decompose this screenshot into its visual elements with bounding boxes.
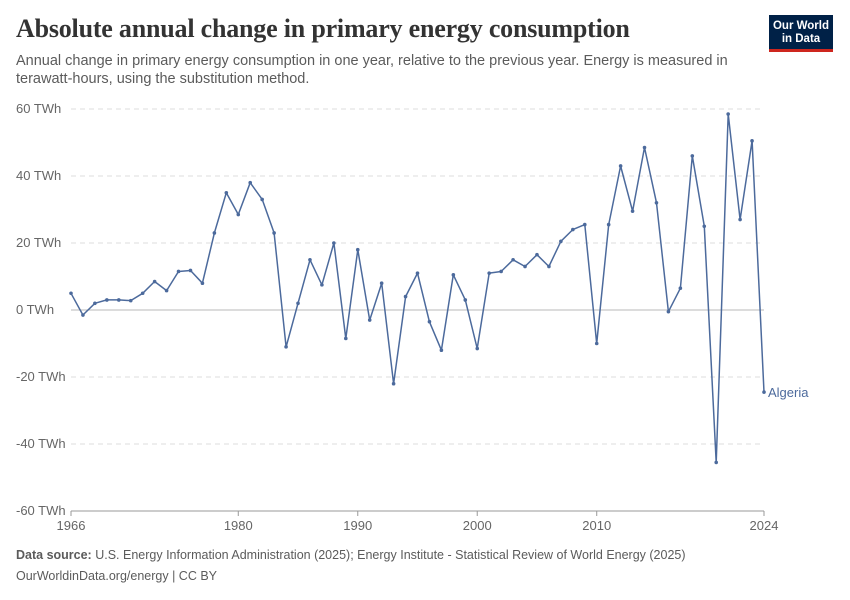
data-point[interactable] — [654, 201, 659, 205]
data-point[interactable] — [176, 269, 181, 274]
data-point[interactable] — [140, 291, 145, 296]
data-point[interactable] — [296, 301, 300, 306]
data-point[interactable] — [152, 279, 157, 284]
y-tick-label: 20 TWh — [16, 235, 61, 250]
data-source: Data source: U.S. Energy Information Adm… — [16, 548, 686, 562]
data-point[interactable] — [511, 257, 515, 262]
y-tick-label: 40 TWh — [16, 168, 61, 183]
data-point[interactable] — [726, 112, 730, 116]
data-point[interactable] — [69, 291, 73, 296]
data-point[interactable] — [212, 231, 217, 235]
y-tick-label: -20 TWh — [16, 369, 66, 384]
data-point[interactable] — [320, 283, 324, 287]
x-tick-label: 1966 — [57, 518, 86, 533]
data-point[interactable] — [188, 268, 193, 273]
series-layer: Algeria — [69, 112, 809, 465]
data-point[interactable] — [367, 318, 372, 322]
data-point[interactable] — [487, 271, 491, 275]
data-point[interactable] — [332, 241, 336, 245]
data-point[interactable] — [200, 281, 205, 286]
data-point[interactable] — [690, 154, 695, 158]
x-tick-label: 2024 — [750, 518, 779, 533]
data-point[interactable] — [630, 209, 635, 213]
data-source-text: U.S. Energy Information Administration (… — [95, 548, 686, 562]
data-point[interactable] — [344, 336, 348, 341]
data-point[interactable] — [463, 298, 468, 302]
data-point[interactable] — [427, 319, 432, 324]
logo-line-1: Our World — [772, 20, 829, 32]
data-point[interactable] — [535, 252, 539, 257]
data-point[interactable] — [391, 381, 396, 386]
x-tick-label: 1990 — [343, 518, 372, 533]
y-axis-tick-labels: -60 TWh -40 TWh -20 TWh 0 TWh 20 TWh 40 TWh 60… — [16, 101, 66, 518]
data-point[interactable] — [762, 390, 766, 394]
data-point[interactable] — [415, 271, 420, 275]
data-point[interactable] — [750, 139, 754, 143]
series-label[interactable]: Algeria — [768, 385, 809, 400]
y-tick-label: -40 TWh — [16, 436, 66, 451]
y-tick-label: 0 TWh — [16, 302, 54, 317]
data-point[interactable] — [379, 281, 384, 286]
data-point[interactable] — [714, 460, 719, 465]
data-point[interactable] — [308, 257, 312, 262]
data-point[interactable] — [164, 288, 169, 293]
data-point[interactable] — [355, 247, 360, 252]
y-tick-label: 60 TWh — [16, 101, 61, 116]
data-point[interactable] — [642, 145, 647, 150]
logo-line-2: in Data — [781, 32, 821, 45]
x-tick-label: 2000 — [463, 518, 492, 533]
y-tick-label: -60 TWh — [16, 503, 66, 518]
data-point[interactable] — [571, 227, 575, 232]
data-point[interactable] — [559, 239, 563, 244]
data-point[interactable] — [105, 298, 109, 302]
footer-url[interactable]: OurWorldinData.org/energy | CC BY — [16, 569, 218, 583]
data-point[interactable] — [666, 309, 671, 314]
data-point[interactable] — [272, 231, 276, 235]
data-point[interactable] — [738, 217, 742, 222]
chart-title: Absolute annual change in primary energy… — [16, 14, 630, 43]
data-point[interactable] — [547, 264, 551, 269]
gridlines — [71, 108, 764, 445]
data-point[interactable] — [475, 346, 480, 351]
data-point[interactable] — [248, 180, 253, 185]
data-point[interactable] — [93, 301, 97, 306]
chart-subtitle: Annual change in primary energy consumpt… — [16, 53, 728, 87]
owid-logo[interactable]: Our World in Data — [769, 15, 833, 52]
data-point[interactable] — [606, 222, 611, 227]
x-tick-label: 1980 — [224, 518, 253, 533]
data-point[interactable] — [260, 197, 264, 202]
x-tick-label: 2010 — [582, 518, 611, 533]
data-point[interactable] — [582, 222, 587, 227]
data-point[interactable] — [618, 164, 623, 168]
data-point[interactable] — [451, 273, 456, 277]
data-point[interactable] — [523, 264, 527, 269]
data-point[interactable] — [499, 269, 503, 274]
series-line-algeria[interactable] — [70, 113, 765, 464]
data-point[interactable] — [403, 294, 408, 299]
data-point[interactable] — [224, 190, 229, 195]
data-point[interactable] — [116, 298, 121, 302]
data-point[interactable] — [236, 212, 241, 217]
data-source-label: Data source: — [16, 548, 92, 562]
data-point[interactable] — [678, 286, 683, 291]
data-point[interactable] — [81, 313, 85, 317]
data-point[interactable] — [702, 224, 707, 229]
data-point[interactable] — [128, 298, 133, 303]
data-point[interactable] — [594, 341, 599, 346]
data-point[interactable] — [284, 345, 288, 349]
x-axis: 1966 1980 1990 2000 2010 2024 — [57, 510, 779, 533]
data-point[interactable] — [439, 348, 444, 353]
